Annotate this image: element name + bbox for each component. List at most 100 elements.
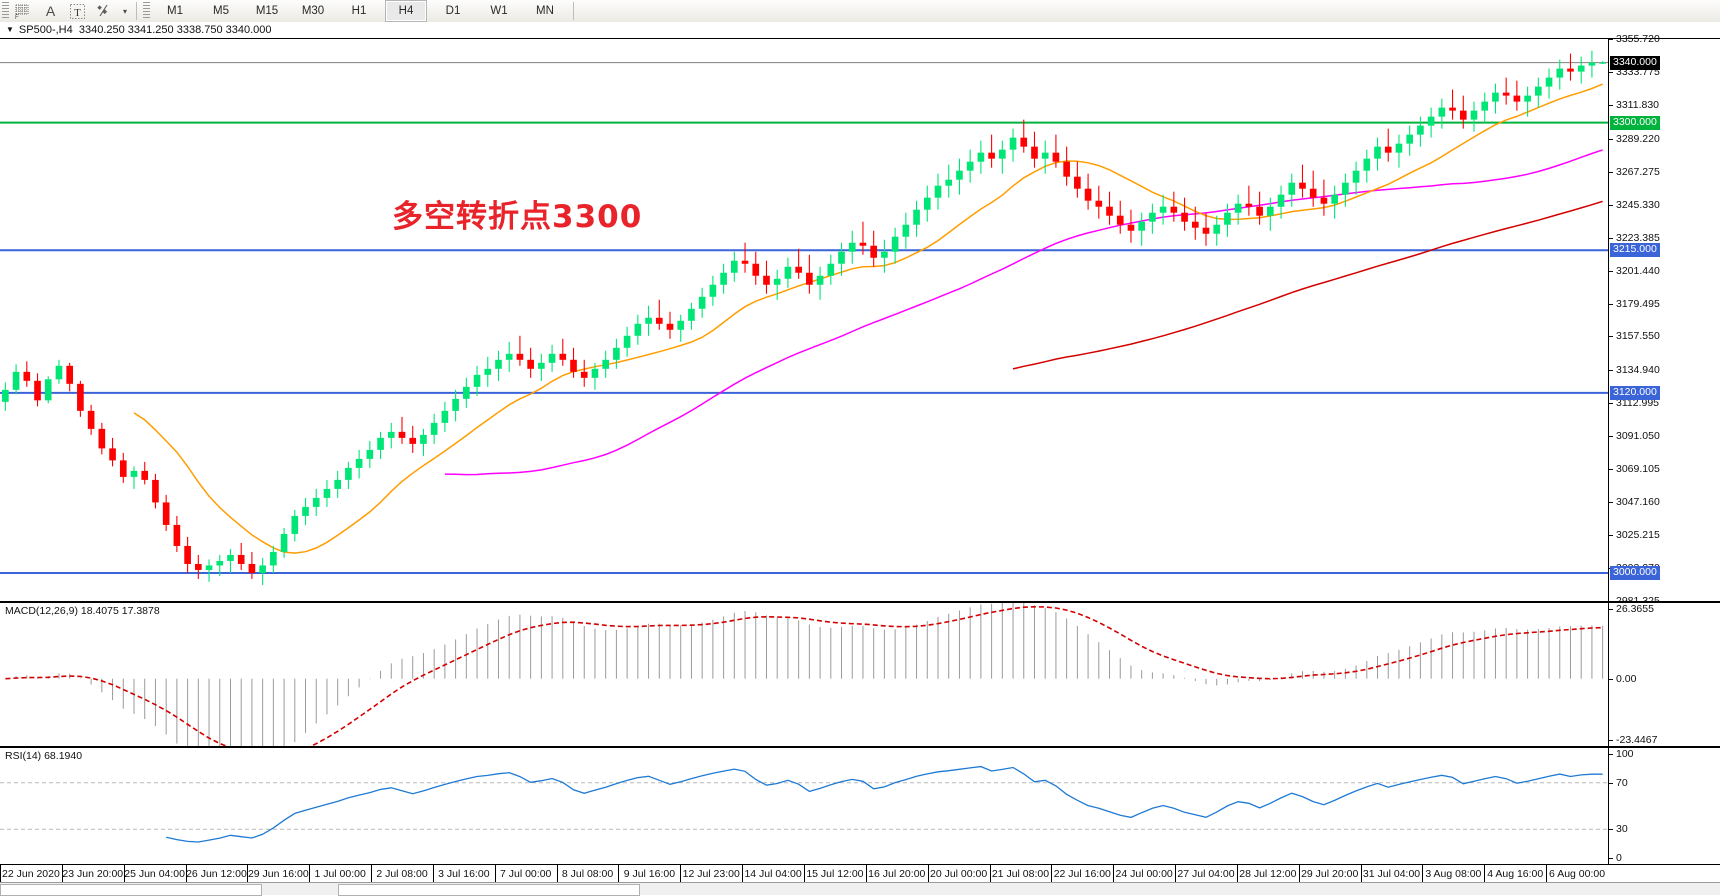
time-label: 21 Jul 08:00 (991, 868, 1050, 880)
candle-body (902, 224, 910, 237)
candle-body (966, 161, 974, 171)
candle-body (1031, 146, 1038, 159)
rsi-tick: 30 (1609, 823, 1628, 835)
candle-body (838, 251, 845, 264)
candle-body (784, 266, 792, 279)
price-tick: 3355.720 (1609, 33, 1660, 45)
macd-axis[interactable]: 26.3655 0.00 -23.4467 (1608, 603, 1720, 748)
timeframe-h1[interactable]: H1 (351, 5, 367, 17)
time-separator (61, 865, 63, 883)
price-plot-area[interactable] (0, 39, 1608, 601)
candle-body (1127, 224, 1135, 231)
candle-body (141, 470, 149, 480)
candle-body (634, 323, 642, 336)
price-label-level-blue[interactable]: 3215.000 (1610, 243, 1660, 258)
candle-body (956, 170, 963, 180)
price-tick: 3179.495 (1609, 298, 1660, 310)
candle-body (848, 242, 856, 252)
timeframe-mn[interactable]: MN (536, 5, 554, 17)
candle-body (505, 353, 513, 360)
candle-body (109, 448, 116, 461)
candle-body (366, 449, 374, 459)
rsi-pane[interactable]: RSI(14) 68.1940 100 70 30 0 (0, 746, 1720, 866)
timeframe-m5[interactable]: M5 (213, 5, 229, 17)
time-separator (618, 865, 620, 883)
time-label: 29 Jul 20:00 (1301, 868, 1359, 880)
candle-body (1374, 146, 1381, 159)
time-axis[interactable]: 22 Jun 2020 23 Jun 20:00 25 Jun 04:00 26 Ju… (0, 864, 1720, 883)
time-label: 28 Jul 12:00 (1239, 868, 1297, 880)
price-label-level-green[interactable]: 3300.000 (1610, 115, 1660, 130)
price-tick: 3223.385 (1609, 232, 1660, 244)
candle-body (1074, 176, 1081, 189)
time-separator (927, 865, 929, 883)
candle-body (302, 506, 309, 516)
macd-series-layer (5, 603, 1604, 746)
candle-body (1481, 101, 1489, 111)
timeframe-m15[interactable]: M15 (255, 5, 279, 17)
ma-fast-line (133, 83, 1603, 554)
rsi-tick: 0 (1609, 852, 1622, 864)
candle-body (441, 410, 449, 423)
time-label: 22 Jun 2020 (2, 868, 60, 880)
candle-body (688, 308, 695, 321)
chevron-down-icon[interactable]: ▾ (122, 6, 127, 16)
timeframe-grip[interactable] (143, 2, 150, 20)
timeframe-d1[interactable]: D1 (445, 5, 461, 17)
timeframe-w1[interactable]: W1 (490, 5, 508, 17)
price-axis[interactable]: 3355.720 3333.775 3311.830 3289.220 3267.275… (1608, 33, 1720, 607)
candle-body (1041, 152, 1049, 159)
candle-body (763, 275, 770, 285)
main-toolbar: F A T ▾ M1 M5 M15 M30 H1 H4 D1 W1 MN (0, 0, 1720, 23)
time-separator (1484, 865, 1486, 883)
candle-body (1470, 110, 1478, 120)
price-chart-pane[interactable]: 多空转折点3300 3355.720 3333.775 3311.830 3289.2… (0, 33, 1720, 607)
macd-signal-line (5, 605, 1603, 746)
price-tick: 3091.050 (1609, 430, 1660, 442)
candle-body (355, 458, 363, 468)
time-label: 20 Jul 00:00 (930, 868, 988, 880)
time-label: 22 Jul 16:00 (1053, 868, 1111, 880)
text-box-icon[interactable]: T (64, 1, 91, 22)
macd-pane[interactable]: MACD(12,26,9) 18.4075 17.3878 26.3655 0.0… (0, 601, 1720, 748)
candle-body (602, 359, 610, 369)
time-separator (247, 865, 249, 883)
timeframe-m1[interactable]: M1 (167, 5, 183, 17)
price-label-level-blue[interactable]: 3120.000 (1610, 385, 1660, 400)
candle-body (12, 371, 20, 390)
price-tick: 3311.830 (1609, 99, 1659, 111)
taskbar-window-1[interactable] (0, 884, 262, 896)
candle-body (1138, 221, 1146, 231)
candle-body (259, 565, 266, 573)
taskbar-window-2[interactable] (338, 884, 640, 896)
collapse-icon[interactable]: ▼ (6, 25, 14, 34)
time-label: 3 Jul 16:00 (438, 868, 490, 880)
rsi-line (166, 765, 1603, 843)
time-separator (989, 865, 991, 883)
time-separator (371, 865, 373, 883)
time-separator (1298, 865, 1300, 883)
rsi-axis[interactable]: 100 70 30 0 (1608, 748, 1720, 866)
candle-body (773, 278, 781, 285)
candle-body (527, 359, 534, 369)
macd-plot-area[interactable] (0, 603, 1608, 748)
text-label-icon[interactable]: A (45, 3, 56, 19)
objects-list-icon[interactable] (91, 1, 118, 22)
candle-body (613, 347, 620, 360)
timeframe-h4[interactable]: H4 (385, 0, 427, 22)
time-separator (1175, 865, 1177, 883)
crosshair-icon[interactable]: F (10, 1, 37, 22)
candle-body (709, 284, 717, 297)
timeframe-m30[interactable]: M30 (301, 5, 325, 17)
toolbar-grip[interactable] (2, 2, 9, 20)
candle-body (1352, 170, 1360, 183)
candle-body (720, 272, 727, 285)
candle-body (1116, 215, 1124, 225)
candle-body (741, 260, 749, 264)
time-separator (1422, 865, 1424, 883)
candle-body (538, 362, 545, 369)
price-label-last-price[interactable]: 3340.000 (1610, 55, 1660, 70)
rsi-plot-area[interactable] (0, 748, 1608, 866)
price-label-level-blue[interactable]: 3000.000 (1610, 565, 1660, 580)
candle-body (1545, 77, 1553, 87)
